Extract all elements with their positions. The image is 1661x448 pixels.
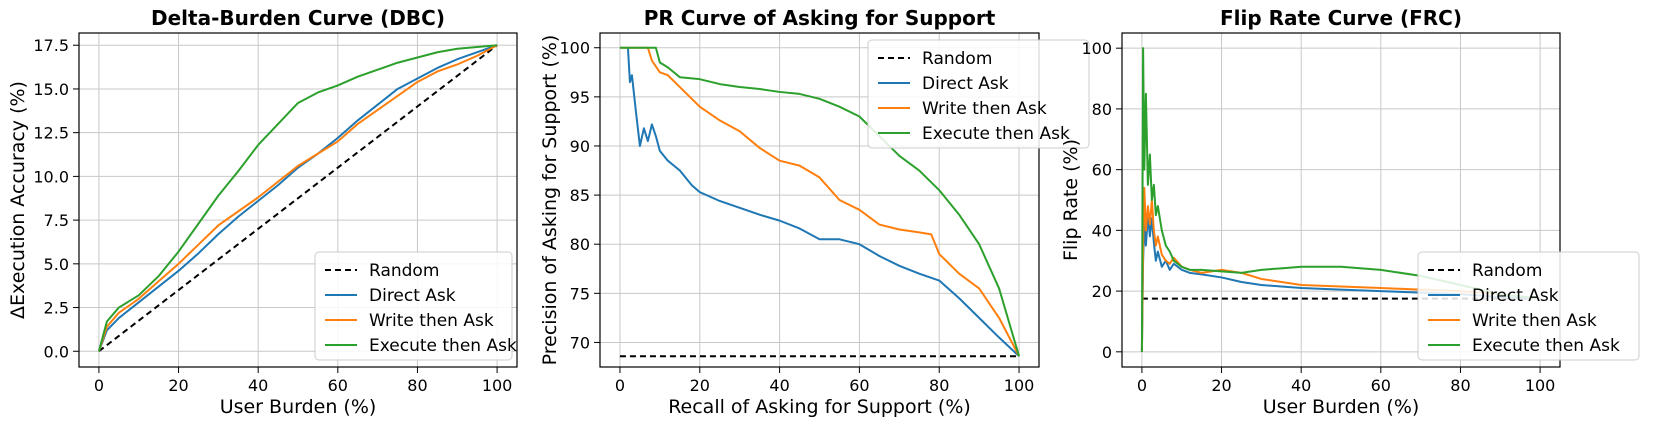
x-tick-label: 60 <box>328 376 348 395</box>
y-axis-label: Flip Rate (%) <box>1060 139 1082 261</box>
y-axis-label: ΔExecution Accuracy (%) <box>7 81 29 319</box>
x-tick-label: 60 <box>849 376 869 395</box>
legend-entry: Random <box>1472 261 1542 281</box>
x-tick-label: 80 <box>407 376 427 395</box>
axes-frame <box>1121 32 1561 368</box>
series-line-direct-ask <box>97 44 498 352</box>
y-axis-label: Precision of Asking for Support (%) <box>539 35 561 366</box>
legend: Random Direct Ask Write then Ask Execute th… <box>867 39 1090 149</box>
legend-entry: Direct Ask <box>369 286 456 306</box>
legend: Random Direct Ask Write then Ask Execute th… <box>1417 251 1640 361</box>
y-tick-label: 70 <box>570 333 590 352</box>
y-tick-label: 80 <box>1092 100 1112 119</box>
y-tick-label: 17.5 <box>33 36 69 55</box>
legend: Random Direct Ask Write then Ask Execute th… <box>314 251 517 361</box>
legend-entry: Execute then Ask <box>922 124 1070 144</box>
x-tick-label: 0 <box>94 376 104 395</box>
y-tick-label: 0.0 <box>44 342 69 361</box>
y-tick-label: 60 <box>1092 161 1112 180</box>
axes-frame <box>78 32 518 368</box>
series-group <box>97 44 498 353</box>
legend-entry: Write then Ask <box>1472 311 1597 331</box>
y-tick-label: 85 <box>570 186 590 205</box>
legend-entry: Random <box>922 49 992 69</box>
y-tick-label: 100 <box>1081 39 1112 58</box>
y-tick-label: 12.5 <box>33 124 69 143</box>
x-tick-label: 0 <box>1137 376 1147 395</box>
x-tick-label: 100 <box>1525 376 1556 395</box>
y-tick-label: 2.5 <box>44 299 69 318</box>
y-tick-label: 7.5 <box>44 211 69 230</box>
x-tick-label: 40 <box>248 376 268 395</box>
series-line-execute-then-ask <box>619 46 1021 357</box>
x-axis-label: User Burden (%) <box>1263 396 1420 418</box>
chart-panel-1: 0 20 40 60 80 100 0.0 2.5 5.0 7.5 10.0 12.5 15.0 17.5… <box>7 6 518 418</box>
x-tick-label: 60 <box>1371 376 1391 395</box>
x-tick-label: 100 <box>482 376 513 395</box>
axes-frame <box>599 32 1040 368</box>
series-line-write-then-ask <box>97 44 498 352</box>
legend-entry: Write then Ask <box>369 311 494 331</box>
y-tick-label: 95 <box>570 88 590 107</box>
legend-entry: Execute then Ask <box>1472 336 1620 356</box>
x-tick-label: 80 <box>929 376 949 395</box>
series-line-direct-ask <box>1140 214 1541 352</box>
y-tick-label: 40 <box>1092 221 1112 240</box>
series-line-execute-then-ask <box>1140 47 1541 352</box>
chart-title: Flip Rate Curve (FRC) <box>1220 6 1462 30</box>
series-line-write-then-ask <box>1140 186 1541 352</box>
x-tick-label: 0 <box>615 376 625 395</box>
legend-box <box>1417 251 1640 361</box>
y-tick-label: 5.0 <box>44 255 69 274</box>
series-group <box>619 46 1021 358</box>
y-tick-label: 15.0 <box>33 80 69 99</box>
x-tick-label: 40 <box>1291 376 1311 395</box>
y-tick-label: 0 <box>1102 343 1112 362</box>
y-tick-label: 10.0 <box>33 167 69 186</box>
legend-box <box>314 251 513 361</box>
y-tick-label: 20 <box>1092 282 1112 301</box>
series-line-direct-ask <box>626 47 1020 357</box>
x-tick-label: 80 <box>1450 376 1470 395</box>
x-tick-label: 40 <box>769 376 789 395</box>
y-tick-label: 75 <box>570 284 590 303</box>
x-axis-label: Recall of Asking for Support (%) <box>668 396 971 418</box>
x-tick-label: 100 <box>1004 376 1035 395</box>
legend-box <box>867 39 1090 149</box>
y-tick-label: 90 <box>570 137 590 156</box>
legend-entry: Execute then Ask <box>369 336 517 356</box>
x-tick-label: 20 <box>1211 376 1231 395</box>
chart-panel-2: 0 20 40 60 80 100 70 75 80 85 90 95 100 PR Curve of A… <box>539 6 1090 418</box>
chart-title: PR Curve of Asking for Support <box>644 6 996 30</box>
y-tick-label: 100 <box>559 39 590 58</box>
x-axis-label: User Burden (%) <box>220 396 377 418</box>
legend-entry: Write then Ask <box>922 99 1047 119</box>
series-line-write-then-ask <box>619 46 1020 357</box>
y-tick-label: 80 <box>570 235 590 254</box>
x-tick-label: 20 <box>690 376 710 395</box>
legend-entry: Random <box>369 261 439 281</box>
chart-title: Delta-Burden Curve (DBC) <box>151 6 445 30</box>
series-line-random <box>98 44 498 353</box>
series-line-execute-then-ask <box>97 44 498 352</box>
legend-entry: Direct Ask <box>922 74 1009 94</box>
x-tick-label: 20 <box>168 376 188 395</box>
chart-panel-3: 0 20 40 60 80 100 0 20 40 60 80 100 Flip Rate Curve … <box>1060 6 1640 418</box>
legend-entry: Direct Ask <box>1472 286 1559 306</box>
